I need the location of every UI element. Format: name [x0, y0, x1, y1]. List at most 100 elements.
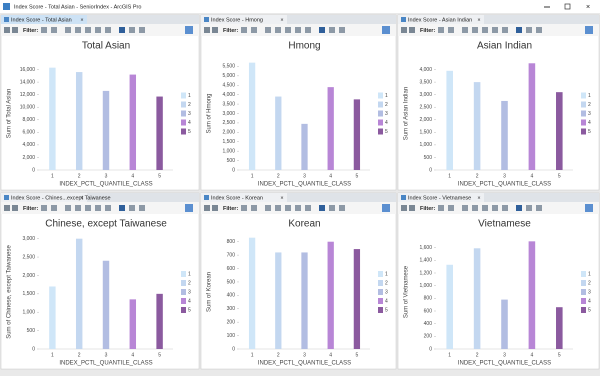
- tool-button[interactable]: [536, 205, 542, 211]
- properties-button[interactable]: [585, 204, 593, 212]
- tab[interactable]: [201, 193, 287, 202]
- tool-button[interactable]: [438, 205, 444, 211]
- tab[interactable]: [1, 193, 87, 202]
- tool-button[interactable]: [305, 205, 311, 211]
- tool-button[interactable]: [516, 205, 522, 211]
- legend-swatch[interactable]: [378, 128, 383, 135]
- legend-swatch[interactable]: [581, 119, 586, 126]
- tool-button[interactable]: [241, 205, 247, 211]
- tool-button[interactable]: [139, 27, 145, 33]
- tool-button[interactable]: [305, 27, 311, 33]
- tool-button[interactable]: [319, 205, 325, 211]
- tool-button[interactable]: [251, 27, 257, 33]
- tab[interactable]: [398, 15, 484, 24]
- tool-button[interactable]: [285, 205, 291, 211]
- tool-button[interactable]: [95, 205, 101, 211]
- tab-close[interactable]: ×: [280, 195, 283, 201]
- tab-close[interactable]: ×: [80, 17, 83, 23]
- tool-button[interactable]: [492, 205, 498, 211]
- tool-button[interactable]: [438, 27, 444, 33]
- tool-button[interactable]: [502, 205, 508, 211]
- tool-button[interactable]: [285, 27, 291, 33]
- tool-button[interactable]: [339, 205, 345, 211]
- legend-swatch[interactable]: [378, 298, 383, 304]
- tool-button[interactable]: [516, 27, 522, 33]
- legend-swatch[interactable]: [181, 92, 186, 99]
- tool-button[interactable]: [75, 205, 81, 211]
- tool-button[interactable]: [251, 205, 257, 211]
- legend-swatch[interactable]: [378, 280, 383, 286]
- tool-button[interactable]: [492, 27, 498, 33]
- tool-button[interactable]: [105, 205, 111, 211]
- tool-button[interactable]: [409, 205, 415, 211]
- tab-close[interactable]: ×: [280, 17, 283, 23]
- properties-button[interactable]: [185, 204, 193, 212]
- tab-close[interactable]: ×: [80, 195, 83, 201]
- tool-button[interactable]: [295, 205, 301, 211]
- tool-button[interactable]: [472, 27, 478, 33]
- tool-button[interactable]: [204, 205, 210, 211]
- tool-button[interactable]: [275, 205, 281, 211]
- tool-button[interactable]: [339, 27, 345, 33]
- tool-button[interactable]: [4, 205, 10, 211]
- tool-button[interactable]: [41, 205, 47, 211]
- tool-button[interactable]: [139, 205, 145, 211]
- tool-button[interactable]: [105, 27, 111, 33]
- tool-button[interactable]: [472, 205, 478, 211]
- legend-swatch[interactable]: [181, 289, 186, 295]
- tool-button[interactable]: [319, 27, 325, 33]
- tool-button[interactable]: [526, 27, 532, 33]
- tool-button[interactable]: [401, 205, 407, 211]
- tool-button[interactable]: [265, 205, 271, 211]
- tool-button[interactable]: [265, 27, 271, 33]
- tool-button[interactable]: [502, 27, 508, 33]
- tool-button[interactable]: [65, 27, 71, 33]
- tool-button[interactable]: [295, 27, 301, 33]
- tool-button[interactable]: [462, 205, 468, 211]
- tool-button[interactable]: [95, 27, 101, 33]
- tool-button[interactable]: [4, 27, 10, 33]
- properties-button[interactable]: [585, 26, 593, 34]
- tool-button[interactable]: [409, 27, 415, 33]
- legend-swatch[interactable]: [581, 271, 586, 277]
- properties-button[interactable]: [382, 204, 390, 212]
- tool-button[interactable]: [41, 27, 47, 33]
- legend-swatch[interactable]: [378, 307, 383, 313]
- tab[interactable]: [1, 15, 87, 24]
- tab[interactable]: [398, 193, 484, 202]
- tool-button[interactable]: [12, 27, 18, 33]
- legend-swatch[interactable]: [581, 307, 586, 313]
- legend-swatch[interactable]: [581, 280, 586, 286]
- tool-button[interactable]: [51, 27, 57, 33]
- tool-button[interactable]: [12, 205, 18, 211]
- tool-button[interactable]: [85, 205, 91, 211]
- close-button[interactable]: ✕: [586, 4, 591, 10]
- tool-button[interactable]: [448, 205, 454, 211]
- tool-button[interactable]: [129, 205, 135, 211]
- legend-swatch[interactable]: [581, 110, 586, 117]
- properties-button[interactable]: [185, 26, 193, 34]
- legend-swatch[interactable]: [181, 128, 186, 135]
- legend-swatch[interactable]: [581, 92, 586, 99]
- tool-button[interactable]: [401, 27, 407, 33]
- tool-button[interactable]: [482, 27, 488, 33]
- maximize-button[interactable]: [564, 3, 571, 10]
- tool-button[interactable]: [536, 27, 542, 33]
- tool-button[interactable]: [119, 205, 125, 211]
- tool-button[interactable]: [65, 205, 71, 211]
- tool-button[interactable]: [51, 205, 57, 211]
- legend-swatch[interactable]: [378, 92, 383, 99]
- legend-swatch[interactable]: [581, 101, 586, 108]
- tool-button[interactable]: [329, 205, 335, 211]
- properties-button[interactable]: [382, 26, 390, 34]
- tool-button[interactable]: [212, 27, 218, 33]
- legend-swatch[interactable]: [378, 101, 383, 108]
- legend-swatch[interactable]: [181, 298, 186, 304]
- tab[interactable]: [201, 15, 287, 24]
- tool-button[interactable]: [119, 27, 125, 33]
- tool-button[interactable]: [212, 205, 218, 211]
- legend-swatch[interactable]: [378, 119, 383, 126]
- tool-button[interactable]: [85, 27, 91, 33]
- tool-button[interactable]: [329, 27, 335, 33]
- legend-swatch[interactable]: [181, 110, 186, 117]
